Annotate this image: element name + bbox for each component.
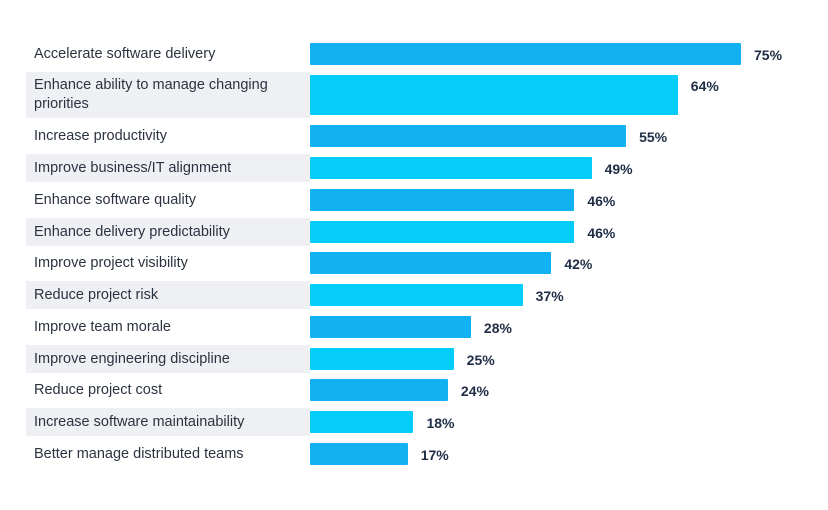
category-label: Accelerate software delivery	[34, 45, 216, 62]
row-shade	[26, 345, 310, 373]
bar	[310, 379, 448, 401]
bar	[310, 284, 523, 306]
bar	[310, 189, 575, 211]
bar	[310, 316, 471, 338]
value-label: 28%	[483, 320, 512, 336]
category-label: Improve business/IT alignment	[34, 159, 232, 176]
value-label: 17%	[420, 447, 449, 463]
bar	[310, 157, 592, 179]
category-label: Increase productivity	[34, 127, 167, 144]
value-label: 24%	[460, 383, 489, 399]
bar	[310, 411, 414, 433]
category-label: Improve team morale	[34, 318, 171, 335]
value-label: 42%	[564, 256, 593, 272]
value-label: 49%	[604, 161, 633, 177]
bar	[310, 43, 741, 65]
category-label: Improve project visibility	[34, 254, 188, 271]
bar	[310, 348, 454, 370]
value-label: 46%	[587, 193, 616, 209]
value-label: 64%	[690, 78, 719, 94]
category-label: Reduce project risk	[34, 286, 159, 303]
category-label: Enhance ability to manage changing prior…	[34, 77, 268, 112]
value-label: 55%	[639, 129, 668, 145]
category-label: Reduce project cost	[34, 381, 163, 398]
value-label: 18%	[426, 415, 455, 431]
category-label: Enhance delivery predictability	[34, 223, 230, 240]
bar	[310, 443, 408, 465]
value-label: 75%	[754, 47, 783, 63]
category-label: Improve engineering discipline	[34, 350, 230, 367]
row-shade	[26, 72, 310, 118]
bar	[310, 221, 575, 243]
row-shade	[26, 154, 310, 182]
value-label: 46%	[587, 225, 616, 241]
value-label: 37%	[535, 288, 564, 304]
bar	[310, 125, 627, 147]
bar	[310, 252, 552, 274]
bar	[310, 75, 678, 115]
row-shade	[26, 218, 310, 246]
category-label: Enhance software quality	[34, 191, 197, 208]
category-label: Increase software maintainability	[34, 413, 245, 430]
value-label: 25%	[466, 352, 495, 368]
category-label: Better manage distributed teams	[34, 445, 244, 462]
row-shade	[26, 281, 310, 309]
row-shade	[26, 408, 310, 436]
